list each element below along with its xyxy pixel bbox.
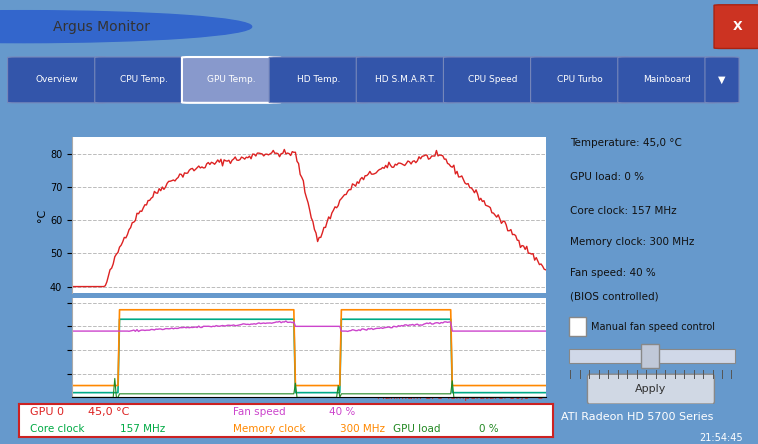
Bar <box>641 344 659 368</box>
Text: GPU Temp.: GPU Temp. <box>207 75 255 84</box>
Text: HD Temp.: HD Temp. <box>296 75 340 84</box>
Bar <box>568 349 735 363</box>
Text: Overview: Overview <box>36 75 78 84</box>
FancyBboxPatch shape <box>587 374 714 404</box>
FancyBboxPatch shape <box>714 5 758 48</box>
Y-axis label: °C: °C <box>37 208 47 222</box>
Text: Apply: Apply <box>635 384 666 394</box>
Text: GPU 0: GPU 0 <box>30 407 64 417</box>
FancyBboxPatch shape <box>443 57 542 103</box>
Text: Core clock: Core clock <box>30 424 84 434</box>
FancyBboxPatch shape <box>356 57 455 103</box>
Bar <box>568 317 585 336</box>
Text: CPU Turbo: CPU Turbo <box>557 75 603 84</box>
Text: Fan speed: Fan speed <box>233 407 285 417</box>
Text: Core clock: 157 MHz: Core clock: 157 MHz <box>570 206 677 216</box>
Text: Manual fan speed control: Manual fan speed control <box>591 322 716 332</box>
Text: CPU Temp.: CPU Temp. <box>120 75 168 84</box>
Text: 300 MHz: 300 MHz <box>340 424 384 434</box>
FancyBboxPatch shape <box>618 57 716 103</box>
Text: 40 %: 40 % <box>329 407 356 417</box>
Text: Memory clock: Memory clock <box>233 424 305 434</box>
Text: CPU Speed: CPU Speed <box>468 75 518 84</box>
Text: ATI Radeon HD 5700 Series: ATI Radeon HD 5700 Series <box>561 412 713 422</box>
Circle shape <box>0 11 252 43</box>
Text: 0 %: 0 % <box>478 424 498 434</box>
Text: Mainboard: Mainboard <box>644 75 691 84</box>
Text: 157 MHz: 157 MHz <box>121 424 166 434</box>
Text: Memory clock: 300 MHz: Memory clock: 300 MHz <box>570 237 695 247</box>
Text: Maximum GPU Temperature: 80,0 °C: Maximum GPU Temperature: 80,0 °C <box>377 392 543 401</box>
FancyBboxPatch shape <box>95 57 193 103</box>
Text: GPU load: GPU load <box>393 424 440 434</box>
Text: X: X <box>733 20 742 33</box>
Text: 45,0 °C: 45,0 °C <box>89 407 130 417</box>
Text: HD S.M.A.R.T.: HD S.M.A.R.T. <box>375 75 436 84</box>
FancyBboxPatch shape <box>705 57 739 103</box>
Text: ▼: ▼ <box>719 75 725 85</box>
FancyBboxPatch shape <box>8 57 106 103</box>
Text: (BIOS controlled): (BIOS controlled) <box>570 291 659 301</box>
Text: 21:54:45: 21:54:45 <box>699 433 743 444</box>
Text: Argus Monitor: Argus Monitor <box>53 20 150 34</box>
Text: Fan speed: 40 %: Fan speed: 40 % <box>570 268 656 278</box>
FancyBboxPatch shape <box>269 57 368 103</box>
FancyBboxPatch shape <box>182 57 280 103</box>
FancyBboxPatch shape <box>531 57 629 103</box>
Text: GPU load: 0 %: GPU load: 0 % <box>570 172 644 182</box>
Text: Temperature: 45,0 °C: Temperature: 45,0 °C <box>570 138 682 147</box>
